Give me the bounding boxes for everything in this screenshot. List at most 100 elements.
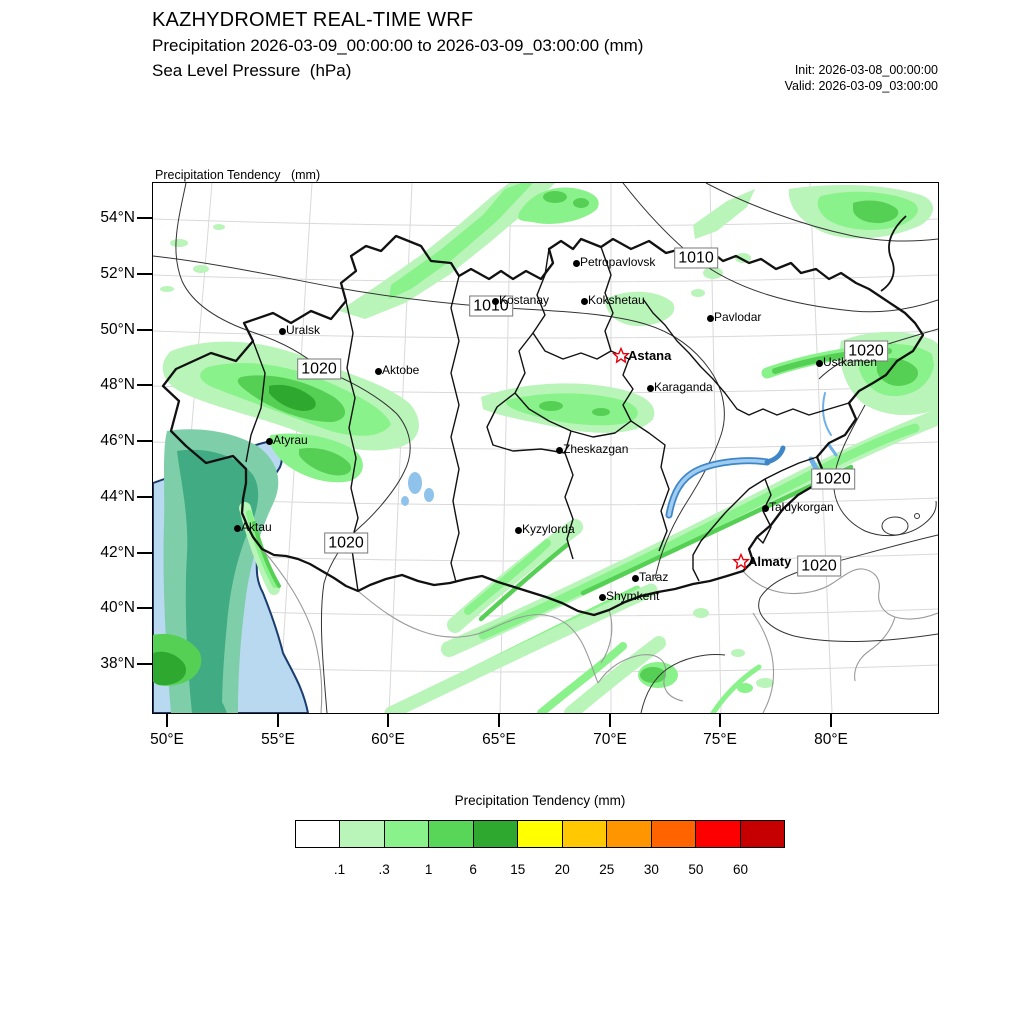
lat-tick-mark <box>137 496 152 498</box>
pressure-label: 1020 <box>797 555 841 577</box>
city-label: Kostanay <box>499 293 550 307</box>
lon-tick-mark <box>719 713 721 727</box>
init-time: Init: 2026-03-08_00:00:00 <box>794 63 938 77</box>
lat-tick-label: 54°N <box>100 209 135 226</box>
colorbar-cell <box>606 820 652 848</box>
lat-tick-mark <box>137 384 152 386</box>
map-graphic <box>153 183 938 713</box>
capital-star-icon <box>612 347 630 364</box>
country-borders <box>161 215 925 617</box>
lat-tick-mark <box>137 440 152 442</box>
colorbar-tick-label: 25 <box>599 862 615 877</box>
city-dot-icon <box>646 384 654 392</box>
lat-tick-label: 40°N <box>100 599 135 616</box>
colorbar-cell <box>739 820 785 848</box>
city-label: Taraz <box>639 570 669 584</box>
lon-tick-mark <box>387 713 389 727</box>
city-dot-icon <box>491 297 499 305</box>
colorbar-cell <box>339 820 385 848</box>
city-label: Zheskazgan <box>563 442 629 456</box>
lon-tick-mark <box>498 713 500 727</box>
city-dot-icon <box>631 574 639 582</box>
city-label: Almaty <box>748 554 792 569</box>
city-dot-icon <box>555 446 563 454</box>
lat-tick-label: 52°N <box>100 265 135 282</box>
map-plot-area: 1010 1010 1020 1020 1020 1020 1020 Petropavlovs… <box>152 182 939 714</box>
lake-balkhash <box>665 445 786 519</box>
city-label: Aktau <box>241 520 272 534</box>
lat-tick-label: 44°N <box>100 488 135 505</box>
lat-tick-mark <box>137 607 152 609</box>
lat-tick-mark <box>137 217 152 219</box>
colorbar-cell <box>295 820 341 848</box>
city-label: Kokshetau <box>588 293 645 307</box>
city-dot-icon <box>265 437 273 445</box>
pressure-contours <box>153 183 938 713</box>
city-label: Astana <box>628 348 672 363</box>
colorbar-cell <box>517 820 563 848</box>
city-dot-icon <box>278 327 286 335</box>
lat-tick-label: 38°N <box>100 655 135 672</box>
city-dot-icon <box>815 359 823 367</box>
lon-tick-mark <box>166 713 168 727</box>
aral-sea <box>401 472 434 506</box>
city-label: Taldykorgan <box>769 500 834 514</box>
lat-tick-mark <box>137 329 152 331</box>
city-dot-icon <box>374 367 382 375</box>
colorbar-cell <box>428 820 474 848</box>
city-dot-icon <box>761 504 769 512</box>
lon-tick-label: 75°E <box>703 731 737 748</box>
run-times: Init: 2026-03-08_00:00:00 Valid: 2026-03… <box>660 62 938 94</box>
city-label: Petropavlovsk <box>580 255 656 269</box>
title-block: KAZHYDROMET REAL-TIME WRF Precipitation … <box>152 8 643 83</box>
page-title: KAZHYDROMET REAL-TIME WRF <box>152 9 474 31</box>
lon-tick-label: 70°E <box>593 731 627 748</box>
lat-tick-mark <box>137 273 152 275</box>
colorbar-tick-label: 50 <box>688 862 704 877</box>
colorbar-cell <box>650 820 697 848</box>
pressure-label: 1020 <box>297 358 341 380</box>
pressure-label: 1010 <box>469 295 513 317</box>
lat-tick-label: 42°N <box>100 544 135 561</box>
colorbar-tick-label: 20 <box>554 862 570 877</box>
city-dot-icon <box>572 259 580 267</box>
city-dot-icon <box>233 524 241 532</box>
colorbar-tick-label: 30 <box>643 862 659 877</box>
city-label: Kyzylorda <box>522 522 575 536</box>
lat-tick-label: 46°N <box>100 432 135 449</box>
colorbar-tick-labels: .1 .3 1 6 15 20 25 30 50 60 <box>295 862 785 882</box>
legend-line-precip: Precipitation Tendency (mm) <box>155 168 321 182</box>
valid-time: Valid: 2026-03-09_03:00:00 <box>784 79 938 93</box>
lat-tick-label: 50°N <box>100 321 135 338</box>
city-label: Uralsk <box>286 323 321 337</box>
lat-tick-mark <box>137 552 152 554</box>
colorbar-tick-label: 6 <box>469 862 477 877</box>
lon-tick-label: 50°E <box>150 731 184 748</box>
city-dot-icon <box>580 297 588 305</box>
lon-tick-label: 80°E <box>814 731 848 748</box>
colorbar-tick-label: 60 <box>732 862 748 877</box>
pressure-label: 1020 <box>844 340 888 362</box>
colorbar-title: Precipitation Tendency (mm) <box>454 793 626 808</box>
city-label: Pavlodar <box>714 310 762 324</box>
colorbar-cell <box>561 820 608 848</box>
city-dot-icon <box>706 314 714 322</box>
city-label: Karaganda <box>654 380 713 394</box>
pressure-label: 1020 <box>811 468 855 490</box>
subtitle-pressure: Sea Level Pressure (hPa) <box>152 61 352 80</box>
lat-tick-mark <box>137 663 152 665</box>
lon-tick-mark <box>277 713 279 727</box>
pressure-label: 1010 <box>674 247 718 269</box>
city-label: Shymkent <box>606 589 660 603</box>
colorbar-tick-label: .3 <box>378 862 390 877</box>
lat-tick-label: 48°N <box>100 376 135 393</box>
colorbar-cell <box>383 820 430 848</box>
lon-tick-mark <box>609 713 611 727</box>
colorbar-cell <box>472 820 519 848</box>
colorbar <box>295 820 785 848</box>
foreign-borders <box>261 548 938 713</box>
colorbar-tick-label: .1 <box>333 862 346 877</box>
colorbar-tick-label: 1 <box>424 862 433 877</box>
lon-tick-label: 55°E <box>261 731 295 748</box>
lon-tick-mark <box>830 713 832 727</box>
